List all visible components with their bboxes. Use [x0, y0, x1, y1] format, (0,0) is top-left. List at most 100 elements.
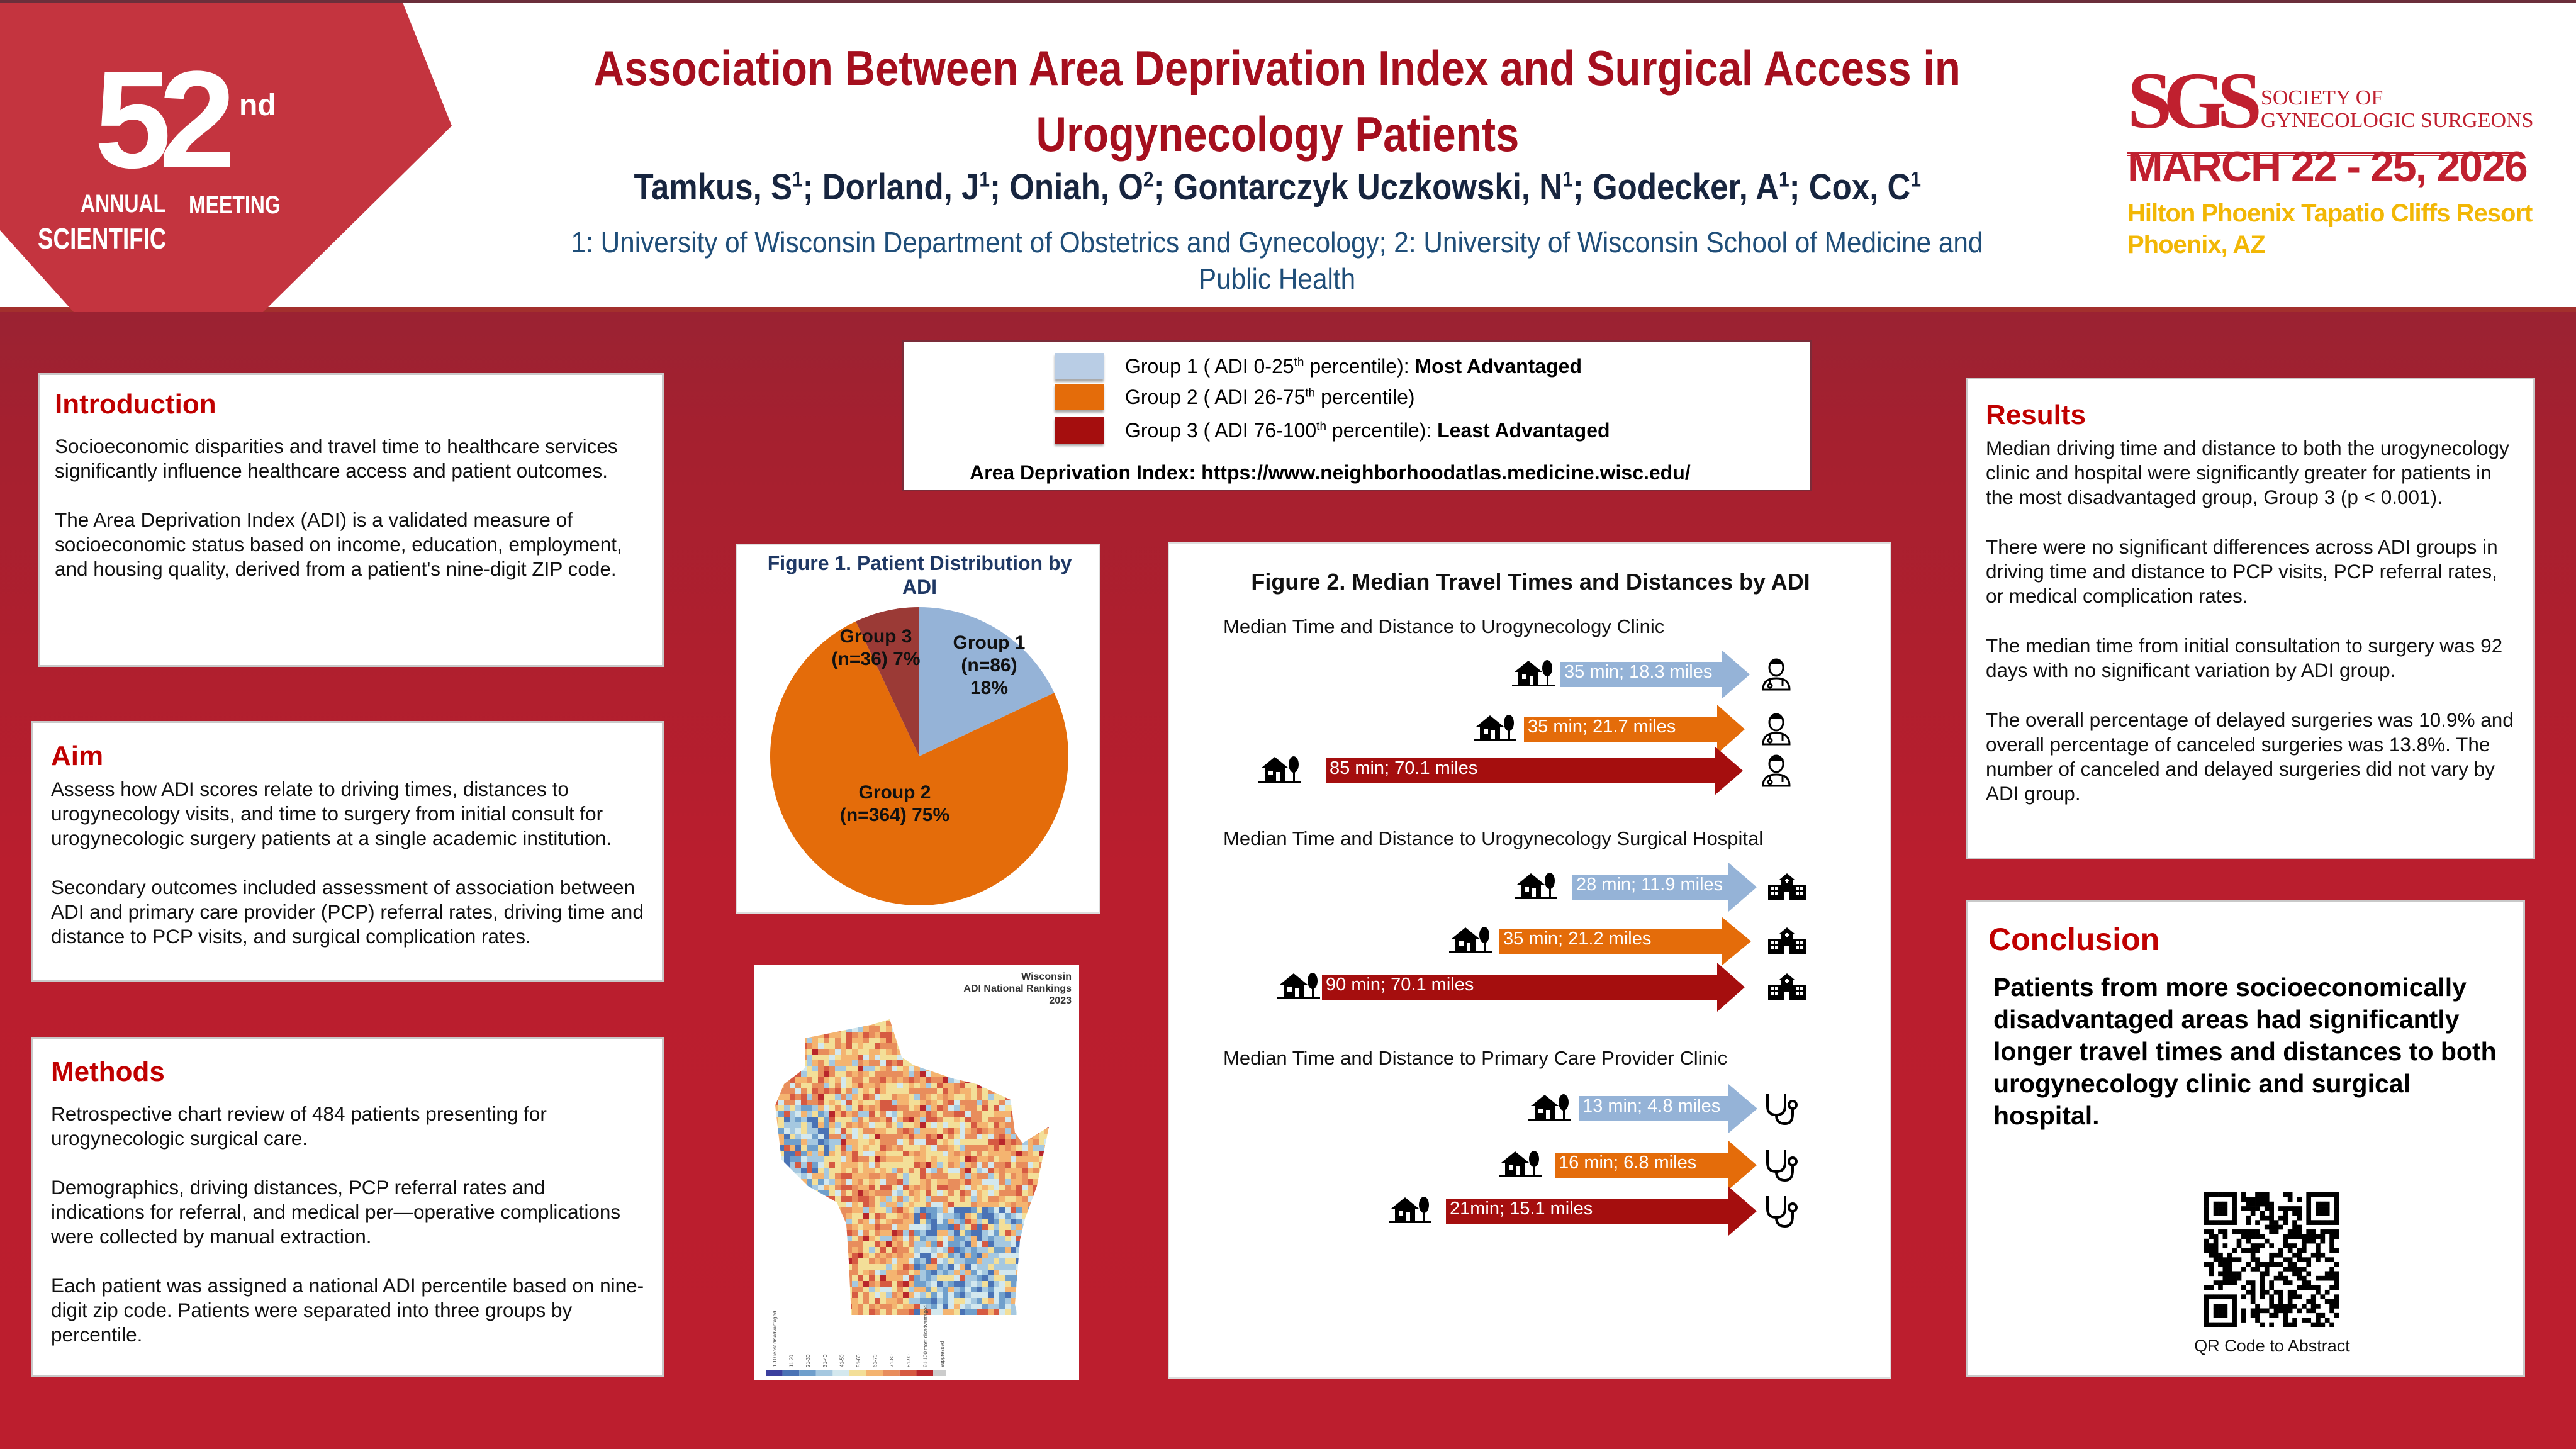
results-section: Results Median driving time and distance…: [1966, 378, 2535, 859]
aim-section: Aim Assess how ADI scores relate to driv…: [31, 721, 664, 982]
house-icon: [1515, 868, 1557, 904]
poster-header: 52 nd ANNUAL MEETING SCIENTIFIC Associat…: [0, 0, 2576, 312]
stethoscope-icon: [1764, 1148, 1799, 1186]
house-icon: [1499, 1146, 1542, 1182]
author-list: Tamkus, S1; Dorland, J1; Oniah, O2; Gont…: [466, 165, 2089, 210]
author-line: Tamkus, S1; Dorland, J1; Oniah, O2; Gont…: [634, 167, 1921, 208]
map-image: 1-10 least disadvantaged 11-20 21-30 31-40 4…: [766, 1019, 1049, 1376]
conclusion-section: Conclusion Patients from more socioecono…: [1966, 900, 2525, 1377]
hospital-icon: [1767, 924, 1807, 958]
author-affiliation-number: 1: [1562, 167, 1573, 192]
section-subtitle-clinic: Median Time and Distance to Urogynecolog…: [1223, 615, 1665, 637]
arrow-label: 21min; 15.1 miles: [1450, 1199, 1593, 1219]
legend-item-group-1: Group 1 ( ADI 0-25th percentile): Most A…: [1055, 353, 1582, 379]
arrow-shape: [1572, 863, 1757, 912]
logo-annual: ANNUAL: [81, 190, 166, 218]
house-icon: [1449, 922, 1492, 958]
author: Oniah, O: [1009, 167, 1143, 208]
author-affiliation-number: 1: [1778, 167, 1789, 192]
chart-title: Figure 1. Patient Distribution by ADI: [737, 551, 1102, 599]
logo-scientific: SCIENTIFIC: [38, 222, 167, 255]
adi-group-legend: Group 1 ( ADI 0-25th percentile): Most A…: [902, 340, 1812, 491]
meeting-venue: Hilton Phoenix Tapatio Cliffs Resort Pho…: [2127, 198, 2533, 260]
arrow-label: 13 min; 4.8 miles: [1582, 1096, 1721, 1116]
arrow-label: 28 min; 11.9 miles: [1576, 875, 1723, 895]
arrow-shape: [1579, 1084, 1757, 1133]
map-legend-label: 81-90: [906, 1354, 912, 1367]
map-legend-label: suppressed: [939, 1341, 945, 1367]
chart-title-text: Figure 1. Patient Distribution by ADI: [767, 552, 1072, 598]
paragraph: The Area Deprivation Index (ADI) is a va…: [55, 508, 622, 580]
pie-label-group-2: Group 2 (n=364) 75%: [839, 782, 950, 825]
arrow-shape: [1326, 746, 1743, 795]
paragraph: Assess how ADI scores relate to driving …: [51, 778, 612, 849]
map-legend-swatch: [899, 1370, 917, 1376]
society-name-line-1: SOCIETY OF: [2261, 86, 2383, 109]
venue-city: Phoenix, AZ: [2127, 231, 2266, 259]
map-legend-swatch: [849, 1370, 866, 1376]
doctor-icon: [1761, 712, 1792, 750]
section-subtitle-hospital: Median Time and Distance to Urogynecolog…: [1223, 827, 1764, 849]
legend-label: Group 1 ( ADI 0-25th percentile): Most A…: [1125, 354, 1582, 378]
title-line-2: Urogynecology Patients: [1036, 106, 1519, 162]
map-legend-label: 1-10 least disadvantaged: [772, 1311, 778, 1367]
author: Godecker, A: [1592, 167, 1779, 208]
map-legend-label: 31-40: [822, 1354, 828, 1367]
venue-name: Hilton Phoenix Tapatio Cliffs Resort: [2127, 199, 2533, 227]
adi-source-link[interactable]: Area Deprivation Index: https://www.neig…: [970, 461, 1691, 484]
arrow-label: 16 min; 6.8 miles: [1559, 1153, 1697, 1173]
qr-code[interactable]: [2204, 1192, 2339, 1327]
figure-2-travel-arrows: Figure 2. Median Travel Times and Distan…: [1168, 542, 1891, 1379]
map-legend-label: 41-50: [839, 1354, 844, 1367]
legend-item-group-3: Group 3 ( ADI 76-100th percentile): Leas…: [1055, 417, 1610, 444]
society-name: SOCIETY OF GYNECOLOGIC SURGEONS: [2261, 87, 2534, 132]
map-legend-label: 11-20: [789, 1355, 795, 1367]
legend-label: Group 3 ( ADI 76-100th percentile): Leas…: [1125, 418, 1610, 442]
pie-slice-2: [770, 621, 1068, 905]
arrow-label: 90 min; 70.1 miles: [1326, 975, 1474, 995]
paragraph: Each patient was assigned a national ADI…: [51, 1274, 644, 1346]
section-heading: Results: [1986, 400, 2086, 430]
author: Tamkus, S: [634, 167, 792, 208]
pie-slice-1: [919, 607, 1055, 756]
author-affiliation-number: 1: [792, 167, 803, 192]
house-icon: [1389, 1192, 1431, 1228]
house-icon: [1258, 752, 1301, 788]
arrow-label: 35 min; 21.2 miles: [1503, 929, 1652, 949]
hospital-icon: [1767, 970, 1807, 1004]
title-line-1: Association Between Area Deprivation Ind…: [593, 40, 1961, 96]
paragraph: The overall percentage of delayed surger…: [1986, 708, 2514, 805]
pie-slice-3: [856, 607, 919, 756]
map-legend-swatch: [933, 1370, 946, 1376]
map-legend-label: 71-80: [889, 1354, 895, 1367]
paragraph: Retrospective chart review of 484 patien…: [51, 1102, 547, 1150]
paragraph: Median driving time and distance to both…: [1986, 437, 2509, 508]
map-legend-swatch: [866, 1370, 883, 1376]
map-legend-label: 91-100 most disadvantaged: [922, 1305, 928, 1367]
affiliation-line-2: Public Health: [1199, 262, 1356, 295]
paragraph: There were no significant differences ac…: [1986, 535, 2498, 607]
legend-swatch: [1055, 417, 1104, 444]
logo-suffix: nd: [239, 89, 276, 122]
affiliation-line-1: 1: University of Wisconsin Department of…: [571, 226, 1983, 259]
house-icon: [1277, 968, 1320, 1004]
society-divider: [2127, 152, 2517, 156]
arrow-shape: [1560, 650, 1750, 699]
doctor-icon: [1761, 753, 1792, 792]
meeting-dates: MARCH 22 - 25, 2026: [2127, 143, 2528, 191]
map-regions: [775, 1019, 1049, 1315]
section-heading: Methods: [51, 1056, 165, 1087]
logo-meeting: MEETING: [189, 191, 281, 219]
section-heading: Aim: [51, 741, 104, 771]
hospital-icon: [1767, 870, 1807, 904]
section-heading: Introduction: [55, 389, 216, 420]
map-legend-swatch: [883, 1370, 900, 1376]
arrow-shape: [1555, 1141, 1757, 1190]
society-logo: SGS SOCIETY OF GYNECOLOGIC SURGEONS: [2127, 60, 2534, 156]
society-name-line-2: GYNECOLOGIC SURGEONS: [2261, 109, 2534, 132]
poster-title: Association Between Area Deprivation Ind…: [466, 35, 2089, 167]
arrow-shape: [1524, 705, 1745, 754]
map-legend-swatch: [766, 1370, 783, 1376]
arrow-label: 35 min; 18.3 miles: [1564, 662, 1713, 682]
paragraph: The median time from initial consultatio…: [1986, 634, 2503, 681]
